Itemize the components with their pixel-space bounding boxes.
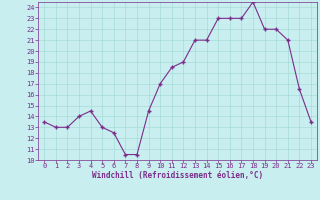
X-axis label: Windchill (Refroidissement éolien,°C): Windchill (Refroidissement éolien,°C): [92, 171, 263, 180]
